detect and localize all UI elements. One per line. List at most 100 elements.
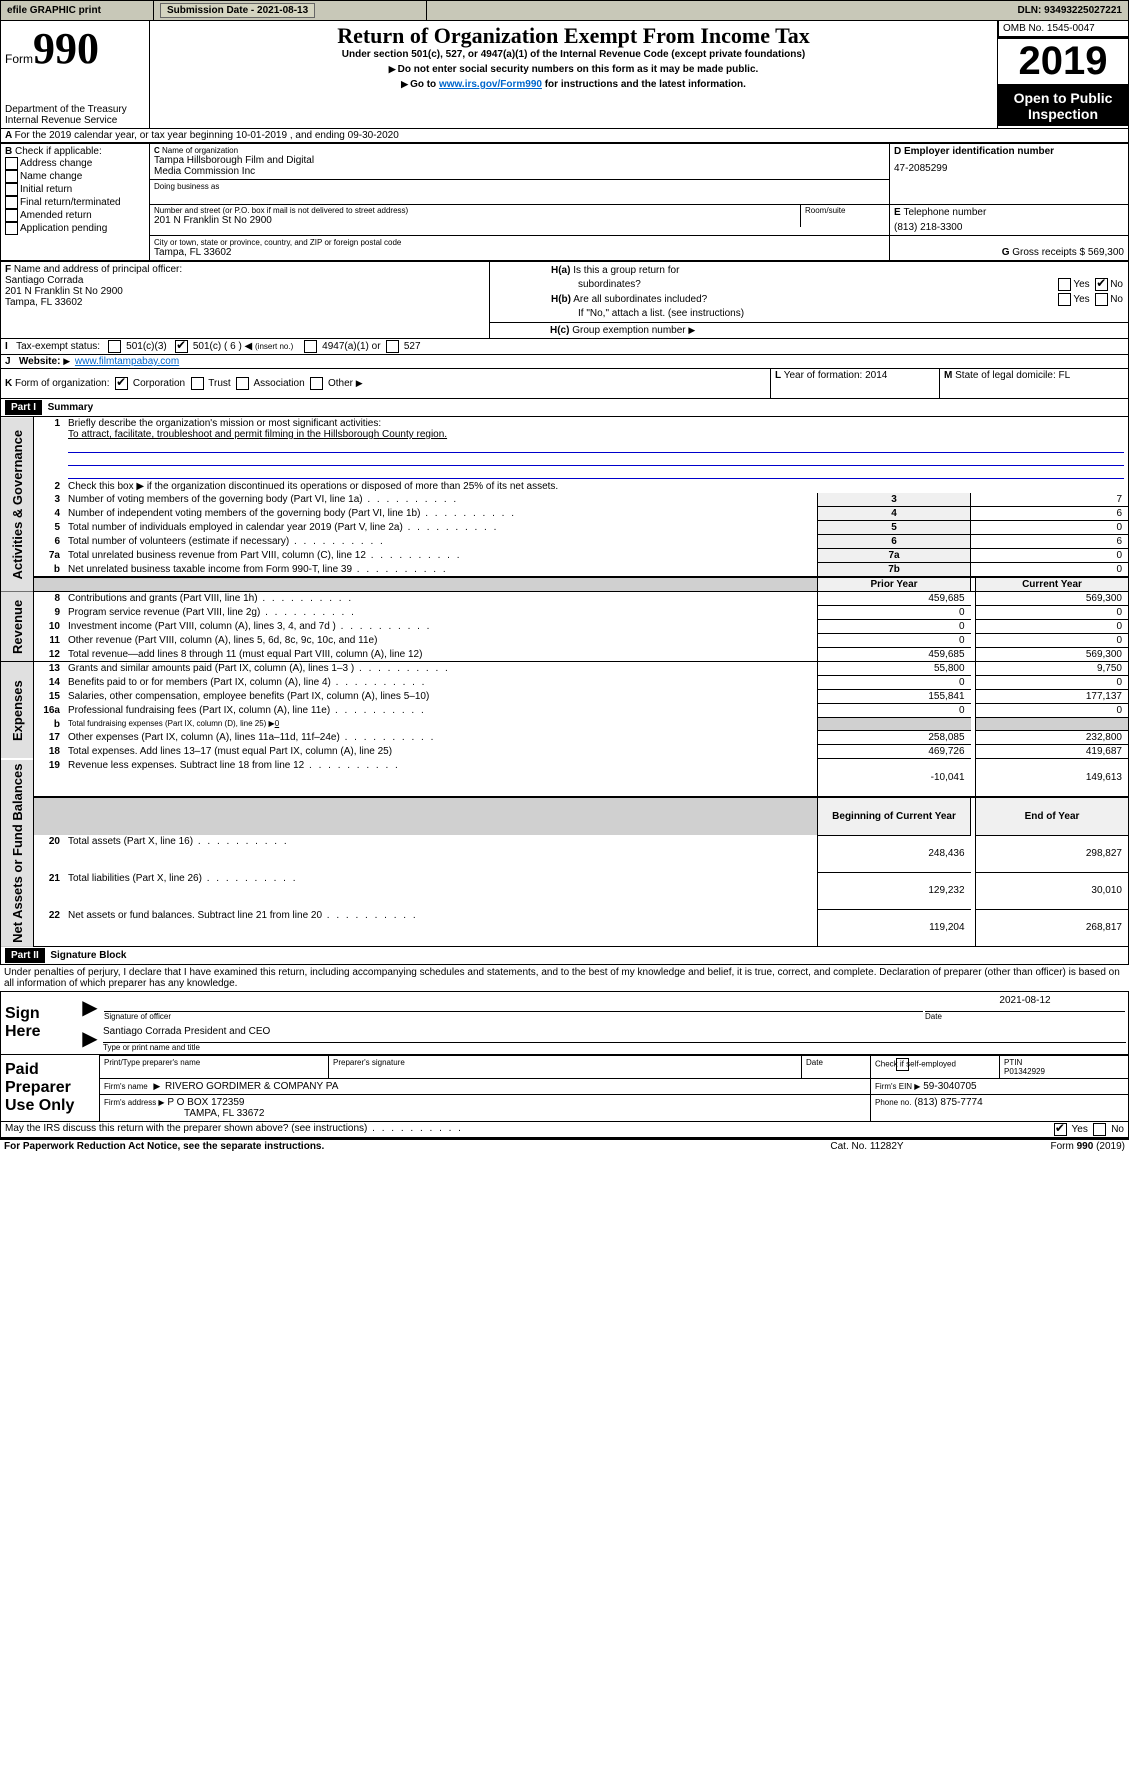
gross-receipts: 569,300 [1088,247,1124,258]
line-5: Total number of individuals employed in … [64,521,818,535]
firm-name-lbl: Firm's name [104,1082,148,1091]
sig-date-lbl: Date [925,1012,1125,1021]
chk-address[interactable] [5,157,18,170]
line-15: Salaries, other compensation, employee b… [64,690,818,704]
line-17: Other expenses (Part IX, column (A), lin… [64,731,818,745]
line-22: Net assets or fund balances. Subtract li… [64,909,818,946]
hdr-end: End of Year [976,797,1129,835]
mission-text: To attract, facilitate, troubleshoot and… [68,429,447,440]
section-l: L Year of formation: 2014 [771,369,940,399]
firm-addr: P O BOX 172359 [167,1097,244,1108]
line-7a: Total unrelated business revenue from Pa… [64,549,818,563]
chk-other[interactable] [310,377,323,390]
section-i: I Tax-exempt status: 501(c)(3) 501(c) ( … [1,339,1129,355]
section-c-address: Number and street (or P.O. box if mail i… [150,205,890,236]
chk-amended[interactable] [5,209,18,222]
cat-no: Cat. No. 11282Y [763,1139,971,1153]
chk-501c3[interactable] [108,340,121,353]
line-16a: Professional fundraising fees (Part IX, … [64,704,818,718]
line-1: Briefly describe the organization's miss… [64,417,1129,480]
line-20: Total assets (Part X, line 16) [64,835,818,872]
part2-label: Part II [5,948,45,963]
paid-preparer: Paid Preparer Use Only [1,1055,100,1121]
chk-501c[interactable] [175,340,188,353]
type-name-lbl: Type or print name and title [103,1043,1126,1052]
firm-ein: 59-3040705 [923,1081,976,1092]
discuss-line: May the IRS discuss this return with the… [1,1122,981,1138]
section-c-dba: Doing business as [150,180,890,205]
line-8: Contributions and grants (Part VIII, lin… [64,592,818,606]
sign-here: Sign Here [1,991,80,1054]
open-public: Open to Public Inspection [998,86,1128,126]
val-4: 6 [971,507,1129,521]
period-line: A For the 2019 calendar year, or tax yea… [1,129,1129,143]
part2-title: Signature Block [50,950,126,961]
form-title: Return of Organization Exempt From Incom… [154,23,993,49]
ptin-cell: PTINP01342929 [1000,1055,1129,1078]
line-11: Other revenue (Part VIII, column (A), li… [64,634,818,648]
section-g: G Gross receipts $ 569,300 [890,236,1129,261]
chk-corp[interactable] [115,377,128,390]
prep-sig-lbl: Preparer's signature [329,1055,802,1078]
val-5: 0 [971,521,1129,535]
chk-discuss-yes[interactable] [1054,1123,1067,1136]
chk-ha-yes[interactable] [1058,278,1071,291]
paperwork-notice: For Paperwork Reduction Act Notice, see … [0,1139,763,1153]
line-3: Number of voting members of the governin… [64,493,818,507]
website-link[interactable]: www.filmtampabay.com [75,356,179,367]
val-7a: 0 [971,549,1129,563]
val-7b: 0 [971,563,1129,578]
subtitle-3b: for instructions and the latest informat… [542,79,746,90]
title-cell: Return of Organization Exempt From Incom… [150,21,998,129]
section-c-city: City or town, state or province, country… [150,236,890,261]
firm-phone-lbl: Phone no. [875,1098,911,1107]
chk-trust[interactable] [191,377,204,390]
chk-final[interactable] [5,196,18,209]
sidebar-exp: Expenses [1,662,34,759]
sidebar-rev: Revenue [1,592,34,662]
subtitle-1: Under section 501(c), 527, or 4947(a)(1)… [154,49,993,60]
chk-ha-no[interactable] [1095,278,1108,291]
ein-value: 47-2085299 [894,163,1124,174]
line-9: Program service revenue (Part VIII, line… [64,606,818,620]
val-6: 6 [971,535,1129,549]
chk-self[interactable] [896,1058,909,1071]
line-21: Total liabilities (Part X, line 26) [64,872,818,909]
line-14: Benefits paid to or for members (Part IX… [64,676,818,690]
chk-4947[interactable] [304,340,317,353]
section-d: D Employer identification number 47-2085… [890,144,1129,205]
c8: 569,300 [976,592,1129,606]
section-e: E Telephone number (813) 218-3300 [890,205,1129,236]
dln: DLN: 93493225027221 [494,1,1128,21]
line-4: Number of independent voting members of … [64,507,818,521]
part1-label: Part I [5,400,42,415]
section-b: B Check if applicable: Address change Na… [1,144,150,261]
year-cell: OMB No. 1545-0047 2019 Open to Public In… [998,21,1129,129]
line-16b: Total fundraising expenses (Part IX, col… [64,718,818,731]
line-7b: Net unrelated business taxable income fr… [64,563,818,578]
firm-phone: (813) 875-7774 [914,1097,982,1108]
chk-name[interactable] [5,170,18,183]
chk-assoc[interactable] [236,377,249,390]
line-13: Grants and similar amounts paid (Part IX… [64,662,818,676]
sign-arrow: ▶ [79,991,101,1024]
efile-label: efile GRAPHIC print [1,1,154,21]
line-6: Total number of volunteers (estimate if … [64,535,818,549]
form-number-cell: Form990 Department of the Treasury Inter… [1,21,150,129]
chk-hb-yes[interactable] [1058,293,1071,306]
hdr-curr: Current Year [976,577,1129,592]
chk-hb-no[interactable] [1095,293,1108,306]
sidebar-na: Net Assets or Fund Balances [1,759,34,947]
officer-name: Santiago Corrada President and CEO [103,1026,1126,1043]
chk-527[interactable] [386,340,399,353]
irs-link[interactable]: www.irs.gov/Form990 [439,79,542,90]
irs-label: Internal Revenue Service [5,115,145,126]
chk-initial[interactable] [5,183,18,196]
chk-app-pending[interactable] [5,222,18,235]
subtitle-2: Do not enter social security numbers on … [398,64,759,75]
phone-value: (813) 218-3300 [894,222,1124,233]
submission-date-btn[interactable]: Submission Date - 2021-08-13 [160,3,315,18]
part1-title: Summary [48,402,94,413]
hdr-begin: Beginning of Current Year [818,797,971,835]
chk-discuss-no[interactable] [1093,1123,1106,1136]
